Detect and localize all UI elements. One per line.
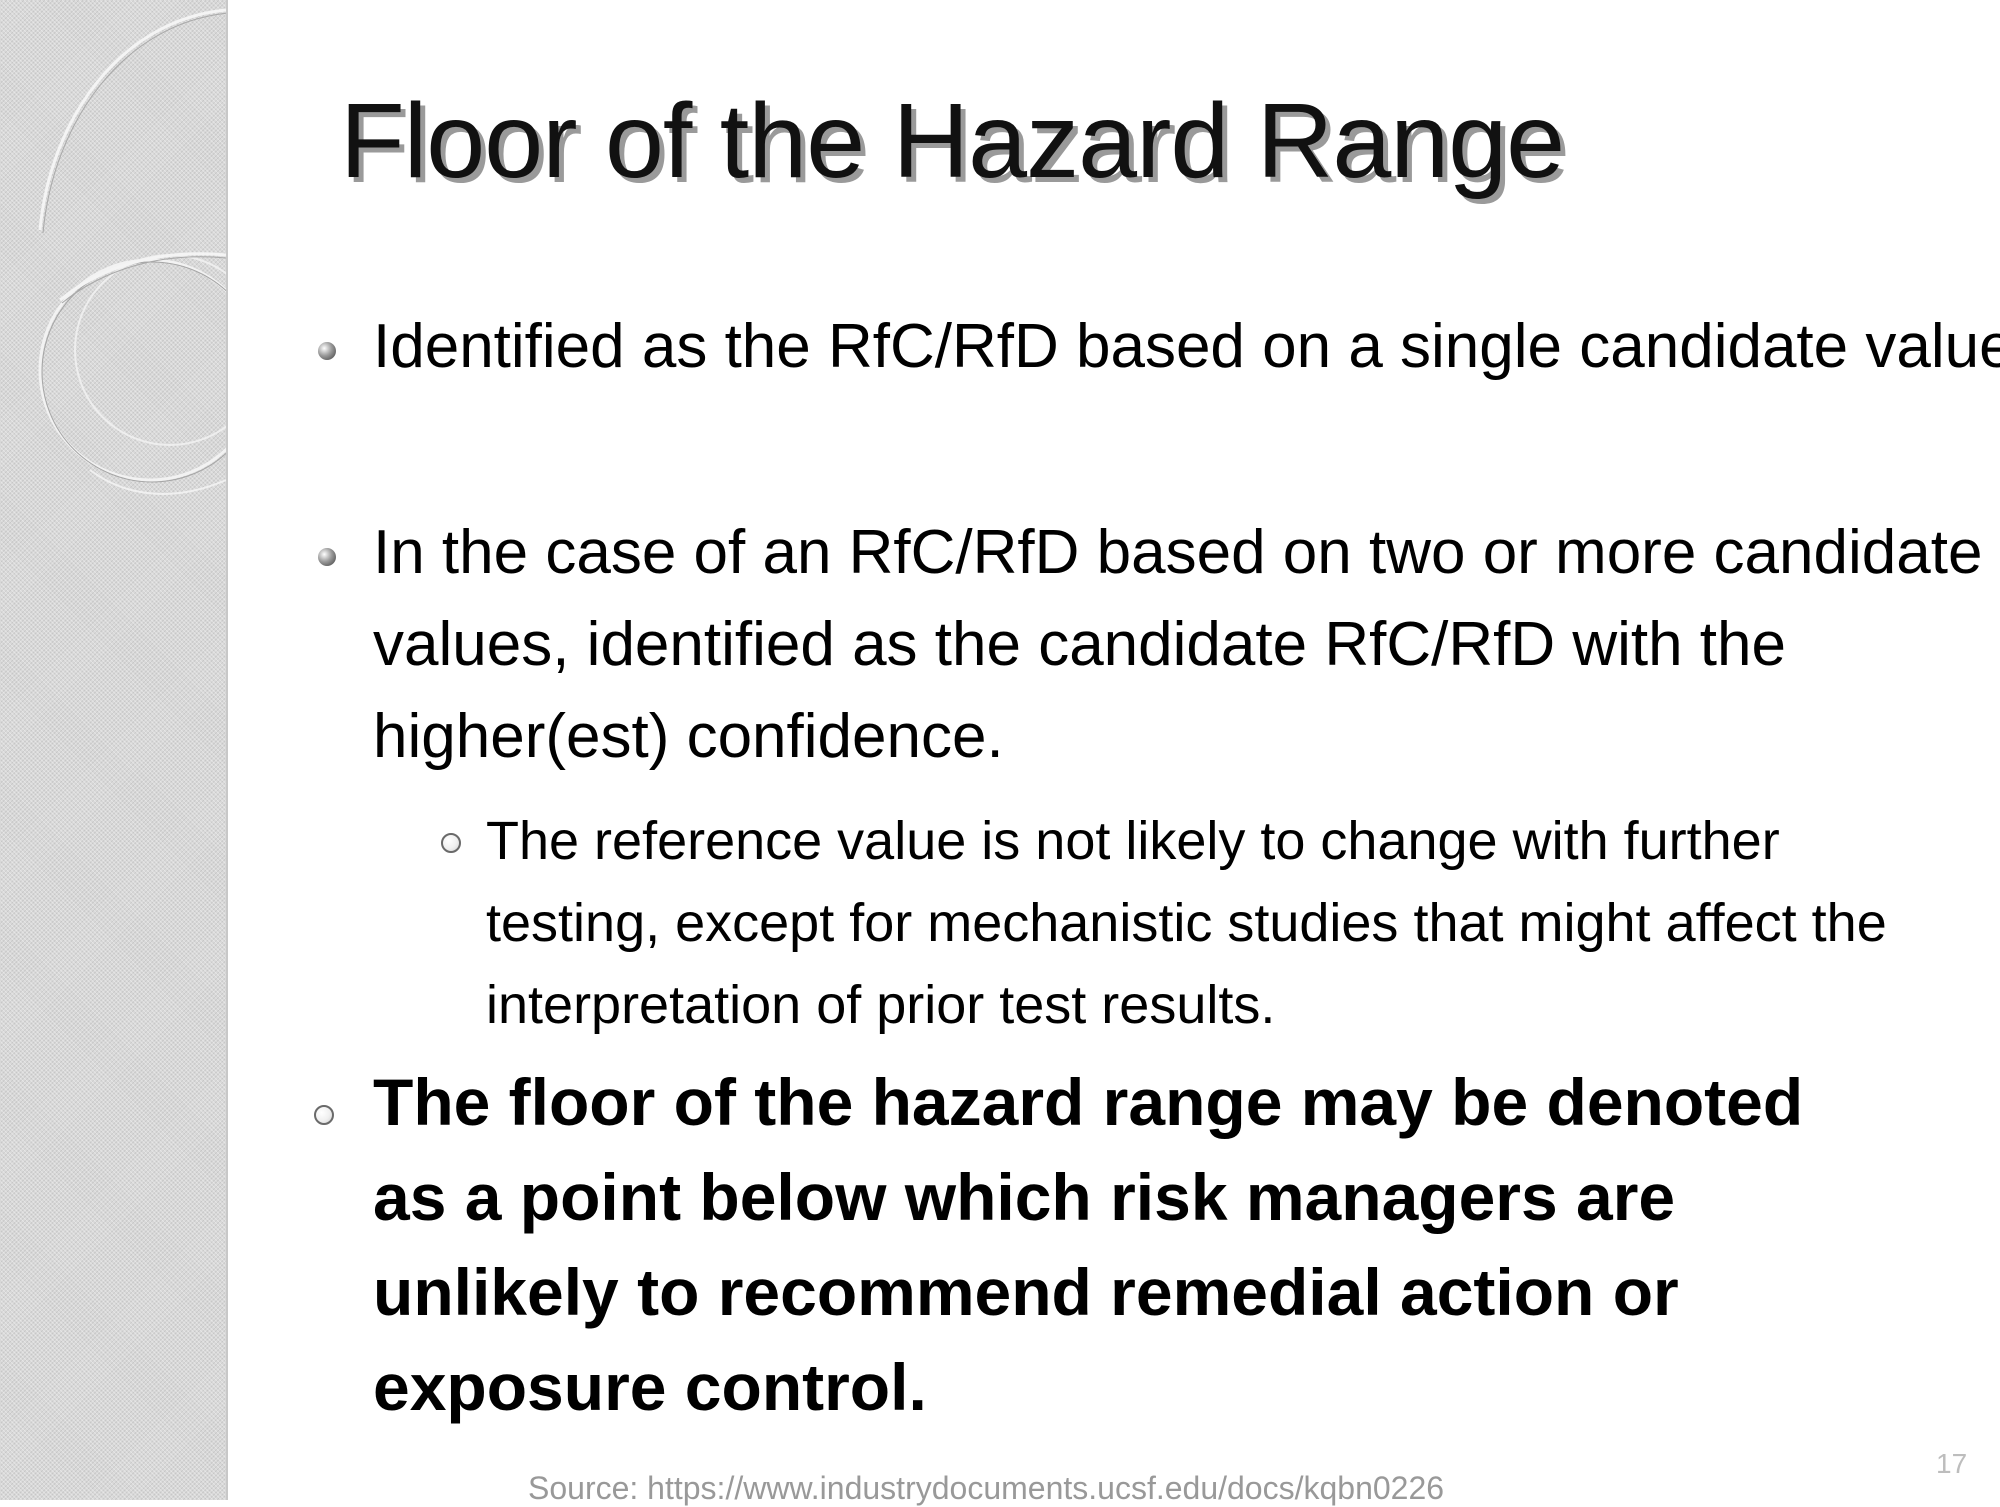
- filled-dot-icon: [318, 548, 336, 566]
- bullet-text: Identified as the RfC/RfD based on a sin…: [373, 312, 2000, 381]
- decorative-swirl-graphic: [38, 8, 226, 495]
- hollow-circle-icon: [314, 1105, 334, 1125]
- decorative-side-strip: [0, 0, 228, 1500]
- hollow-circle-icon: [441, 833, 461, 853]
- bullet-text: In the case of an RfC/RfD based on two o…: [373, 518, 1983, 771]
- source-citation: Source: https://www.industrydocuments.uc…: [528, 1470, 1445, 1506]
- filled-dot-icon: [318, 342, 336, 360]
- bold-bullet-text: The floor of the hazard range may be den…: [373, 1065, 1804, 1424]
- slide-title: Floor of the Hazard Range: [340, 82, 1565, 200]
- page-number: 17: [1936, 1448, 1968, 1479]
- sub-bullet-text: The reference value is not likely to cha…: [486, 811, 1887, 1035]
